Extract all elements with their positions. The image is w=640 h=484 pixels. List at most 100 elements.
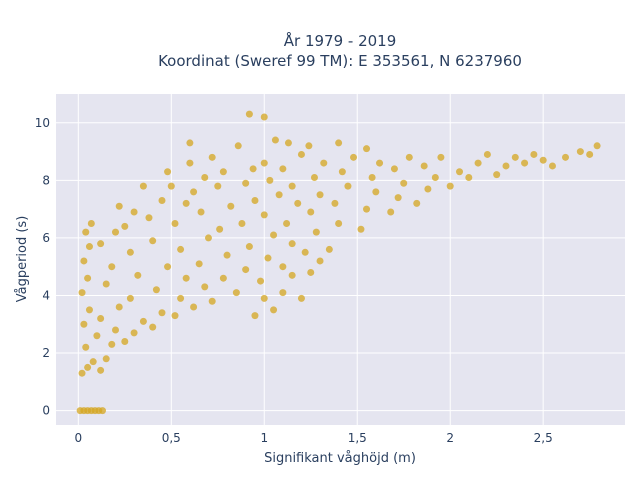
x-tick-label: 0 <box>74 431 82 445</box>
data-point <box>502 162 510 170</box>
data-point <box>307 208 315 216</box>
data-point <box>201 283 209 291</box>
data-point <box>271 136 279 144</box>
data-point <box>126 248 134 256</box>
y-tick-label: 10 <box>35 116 50 130</box>
data-point <box>164 168 172 176</box>
data-point <box>201 173 209 181</box>
data-point <box>171 312 179 320</box>
data-point <box>115 202 123 210</box>
data-point <box>149 237 157 245</box>
data-point <box>456 168 464 176</box>
x-tick-label: 1,5 <box>348 431 367 445</box>
data-point <box>223 251 231 259</box>
data-point <box>312 228 320 236</box>
data-point <box>325 245 333 253</box>
data-point <box>474 159 482 167</box>
data-point <box>219 274 227 282</box>
data-point <box>294 199 302 207</box>
data-point <box>335 220 343 228</box>
data-point <box>242 179 250 187</box>
data-point <box>260 211 268 219</box>
data-point <box>126 294 134 302</box>
data-point <box>270 231 278 239</box>
data-point <box>297 294 305 302</box>
data-point <box>387 208 395 216</box>
y-tick-label: 6 <box>42 231 50 245</box>
data-point <box>372 188 380 196</box>
data-point <box>82 343 90 351</box>
data-point <box>80 257 88 265</box>
data-point <box>89 358 97 366</box>
data-point <box>112 326 120 334</box>
data-point <box>139 317 147 325</box>
chart-title-line2: Koordinat (Sweref 99 TM): E 353561, N 62… <box>158 52 522 70</box>
data-point <box>130 329 138 337</box>
data-point <box>316 191 324 199</box>
data-point <box>288 240 296 248</box>
data-point <box>97 315 105 323</box>
data-point <box>279 165 287 173</box>
data-point <box>270 306 278 314</box>
data-point <box>182 199 190 207</box>
data-point <box>530 150 538 158</box>
data-point <box>164 263 172 271</box>
gridlines <box>56 94 625 425</box>
data-point <box>82 228 90 236</box>
data-point <box>208 297 216 305</box>
data-point <box>93 332 101 340</box>
data-point <box>245 243 253 251</box>
data-point <box>264 254 272 262</box>
data-point <box>214 182 222 190</box>
data-point <box>195 260 203 268</box>
data-point <box>97 240 105 248</box>
data-point <box>363 145 371 153</box>
data-point <box>97 366 105 374</box>
y-axis-ticks: 0 2 4 6 8 10 <box>35 116 50 418</box>
data-point <box>279 289 287 297</box>
data-point <box>245 110 253 118</box>
data-point <box>539 156 547 164</box>
data-point <box>390 165 398 173</box>
data-point <box>400 179 408 187</box>
data-point <box>102 355 110 363</box>
data-point <box>177 245 185 253</box>
data-point <box>275 191 283 199</box>
data-point <box>548 162 556 170</box>
data-point <box>576 148 584 156</box>
data-point <box>446 182 454 190</box>
data-point <box>108 340 116 348</box>
data-point <box>197 208 205 216</box>
data-point <box>85 306 93 314</box>
data-point <box>158 309 166 317</box>
data-point <box>130 208 138 216</box>
x-tick-label: 2,5 <box>534 431 553 445</box>
data-point <box>316 257 324 265</box>
data-point <box>238 220 246 228</box>
x-axis-title: Signifikant våghöjd (m) <box>264 451 416 466</box>
data-point <box>208 153 216 161</box>
y-tick-label: 4 <box>42 288 50 302</box>
y-tick-label: 8 <box>42 173 50 187</box>
data-point <box>511 153 519 161</box>
data-point <box>465 173 473 181</box>
data-point <box>227 202 235 210</box>
y-axis-title: Vågperiod (s) <box>15 216 30 303</box>
data-point <box>284 139 292 147</box>
chart-title-line1: År 1979 - 2019 <box>284 31 397 50</box>
x-tick-label: 1 <box>260 431 268 445</box>
data-point <box>251 312 259 320</box>
data-point <box>405 153 413 161</box>
data-point <box>320 159 328 167</box>
data-point <box>260 294 268 302</box>
data-point <box>219 168 227 176</box>
data-points <box>76 110 601 415</box>
data-point <box>521 159 529 167</box>
data-point <box>251 196 259 204</box>
data-point <box>249 165 257 173</box>
data-point <box>177 294 185 302</box>
plot-background <box>56 94 625 425</box>
data-point <box>283 220 291 228</box>
